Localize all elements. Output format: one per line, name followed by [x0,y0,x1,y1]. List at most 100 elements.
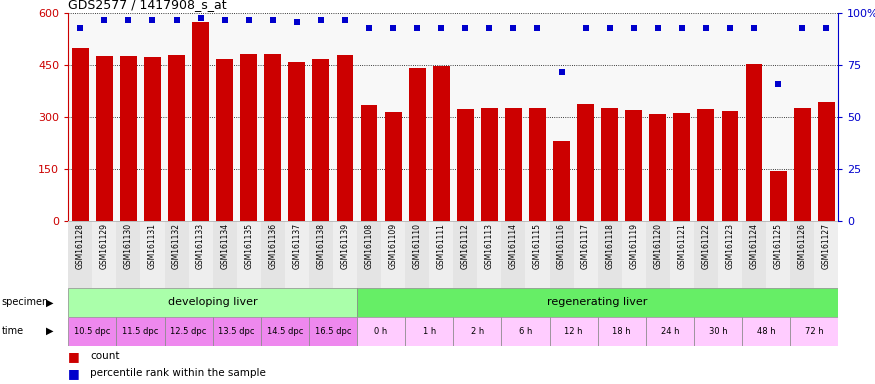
Bar [790,317,838,346]
Bar [718,221,742,288]
Text: 12.5 dpc: 12.5 dpc [171,327,206,336]
Text: percentile rank within the sample: percentile rank within the sample [90,368,266,378]
Point [626,25,640,31]
Bar [433,66,450,221]
Bar [213,317,261,346]
Point [795,25,809,31]
Text: GSM161120: GSM161120 [654,223,662,269]
Text: ▶: ▶ [46,326,53,336]
Point [530,25,544,31]
Bar [457,109,473,221]
Text: regenerating liver: regenerating liver [548,297,648,308]
Text: GSM161124: GSM161124 [750,223,759,269]
Bar [453,317,501,346]
Text: ■: ■ [68,350,80,363]
Text: 0 h: 0 h [374,327,388,336]
Text: 6 h: 6 h [519,327,532,336]
Bar [72,48,88,221]
Bar [332,221,357,288]
Bar [140,221,164,288]
Point [170,17,184,23]
Text: GSM161133: GSM161133 [196,223,205,269]
Bar [481,108,498,221]
Point [145,17,159,23]
Text: time: time [2,326,24,336]
Text: GSM161113: GSM161113 [485,223,493,269]
Point [362,25,376,31]
Text: GSM161122: GSM161122 [702,223,710,269]
Bar [337,55,354,221]
Text: GSM161131: GSM161131 [148,223,157,269]
Point [290,19,304,25]
Text: 24 h: 24 h [661,327,679,336]
Bar [529,108,546,221]
Bar [189,221,213,288]
Text: GSM161139: GSM161139 [340,223,349,269]
Text: 12 h: 12 h [564,327,583,336]
Bar [746,63,762,221]
Text: GSM161136: GSM161136 [269,223,277,269]
Text: GSM161134: GSM161134 [220,223,229,269]
Bar [598,317,646,346]
Bar [96,56,113,221]
Bar [501,317,550,346]
Text: 48 h: 48 h [757,327,775,336]
Point [74,25,88,31]
Bar [409,68,425,221]
Text: GSM161138: GSM161138 [317,223,326,269]
Point [218,17,232,23]
Bar [646,221,670,288]
Text: GSM161121: GSM161121 [677,223,686,269]
Point [555,68,569,74]
Bar [478,221,501,288]
Bar [68,317,116,346]
Bar [236,221,261,288]
Point [578,25,592,31]
Point [482,25,496,31]
Text: GSM161114: GSM161114 [509,223,518,269]
Text: 16.5 dpc: 16.5 dpc [315,327,351,336]
Point [603,25,617,31]
Point [338,17,352,23]
Text: GSM161137: GSM161137 [292,223,301,269]
Bar [601,108,618,221]
Text: 10.5 dpc: 10.5 dpc [74,327,110,336]
Text: GSM161119: GSM161119 [629,223,638,269]
Text: count: count [90,351,120,361]
Text: GSM161118: GSM161118 [606,223,614,269]
Bar [790,221,815,288]
Text: GSM161128: GSM161128 [76,223,85,269]
Bar [164,221,189,288]
Bar [93,221,116,288]
Text: GSM161111: GSM161111 [437,223,445,269]
Bar [505,108,522,221]
Text: GSM161135: GSM161135 [244,223,253,269]
Bar [694,221,717,288]
Bar [742,317,790,346]
Bar [674,113,690,221]
Bar [68,288,357,317]
Bar [309,221,332,288]
Bar [550,221,574,288]
Bar [261,221,285,288]
Text: GSM161109: GSM161109 [388,223,397,269]
Point [266,17,280,23]
Bar [794,108,810,221]
Text: 11.5 dpc: 11.5 dpc [123,327,158,336]
Bar [116,317,164,346]
Bar [164,317,213,346]
Point [242,17,256,23]
Bar [453,221,478,288]
Text: GSM161117: GSM161117 [581,223,590,269]
Point [410,25,424,31]
Bar [216,60,233,221]
Text: 30 h: 30 h [709,327,727,336]
Text: specimen: specimen [2,297,49,308]
Bar [578,104,594,221]
Bar [357,221,382,288]
Text: developing liver: developing liver [168,297,257,308]
Bar [382,221,405,288]
Text: GSM161108: GSM161108 [365,223,374,269]
Point [314,17,328,23]
Text: GSM161129: GSM161129 [100,223,108,269]
